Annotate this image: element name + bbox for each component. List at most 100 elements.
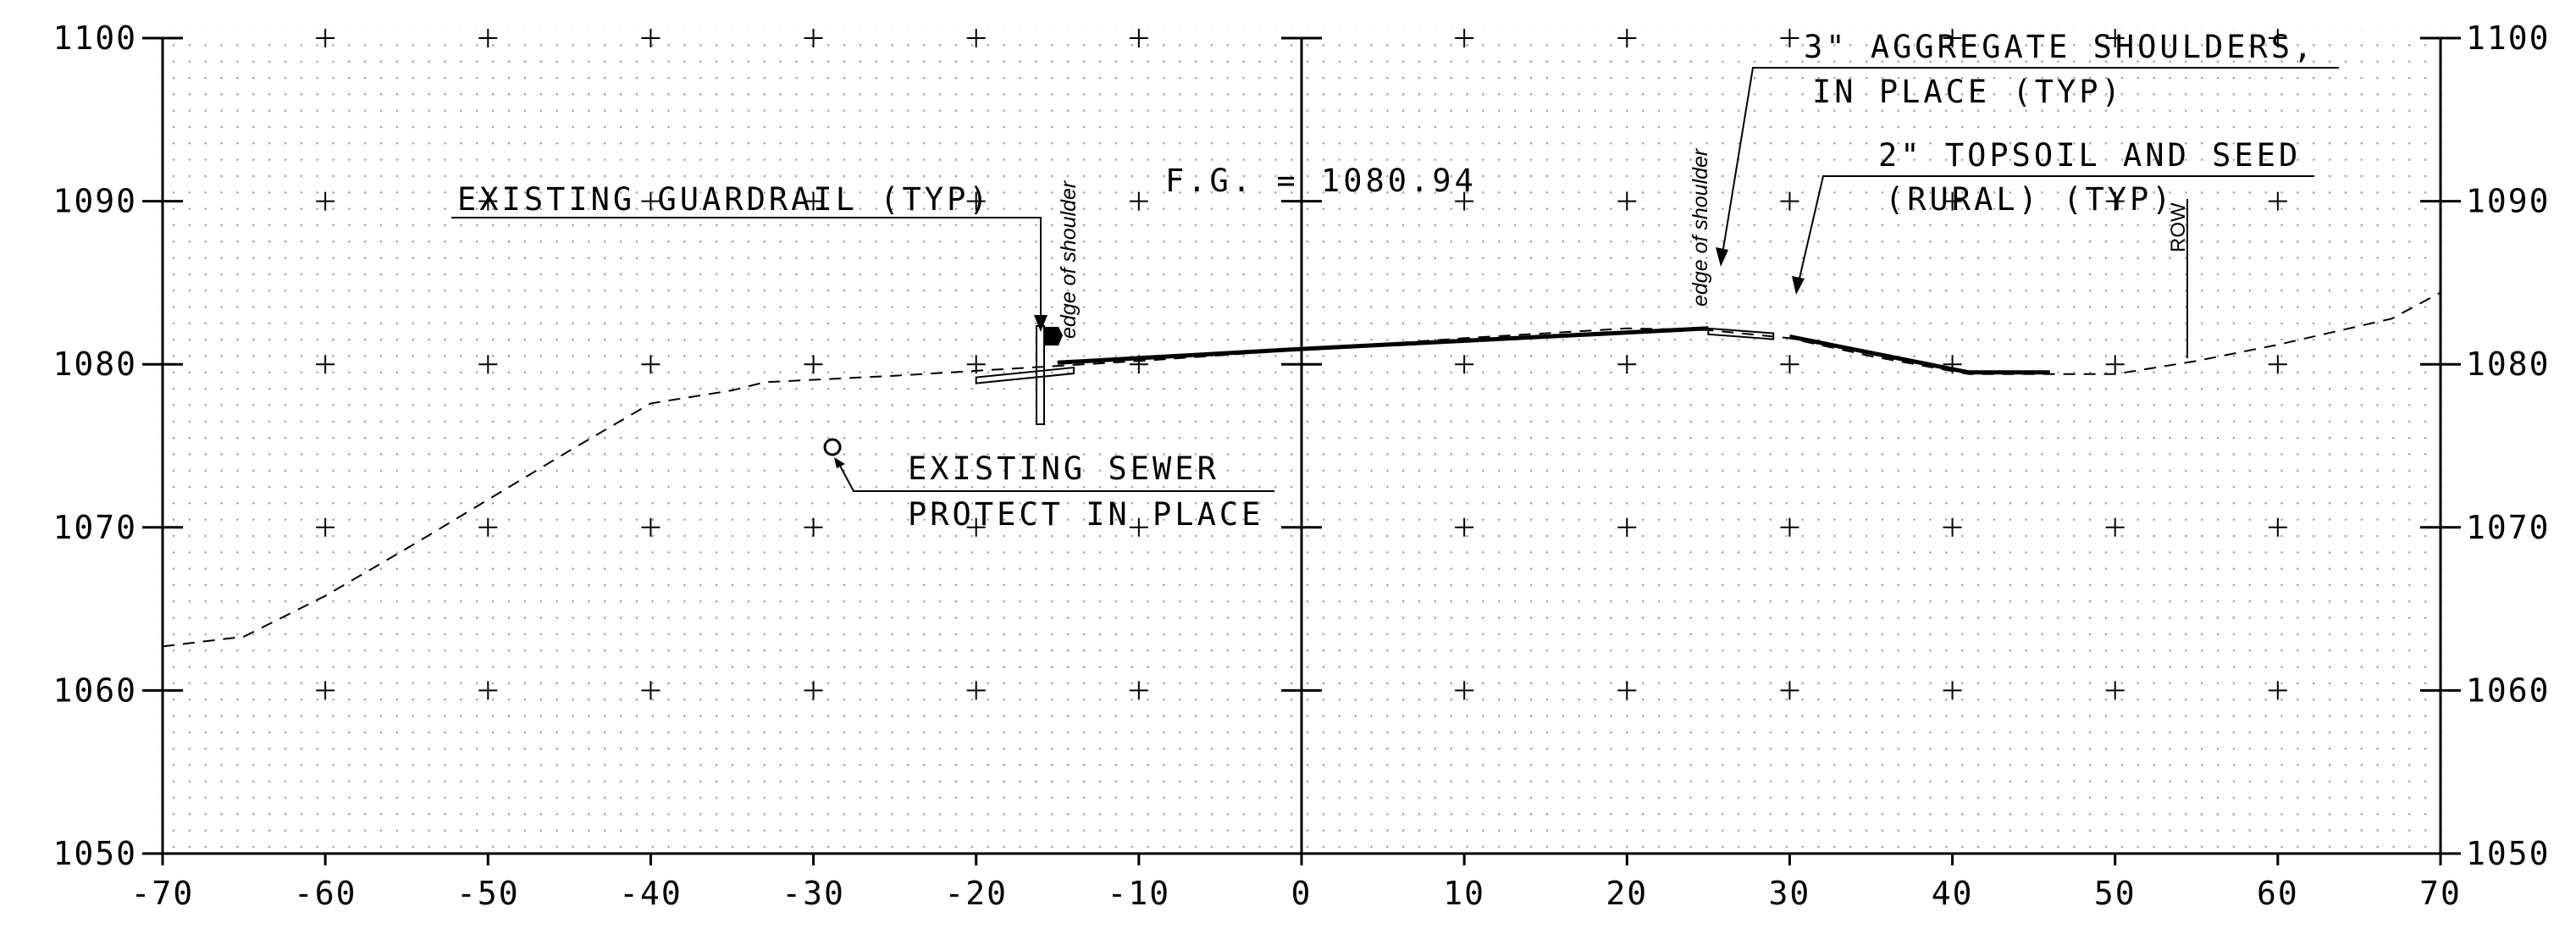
grid-cross — [2268, 191, 2287, 211]
grid-cross — [2105, 517, 2125, 537]
x-tick-label: 10 — [1443, 875, 1485, 912]
y-tick-label-left: 1050 — [53, 835, 137, 872]
sewer-arrowhead — [834, 457, 845, 468]
grid-cross — [1617, 29, 1637, 47]
grid-cross — [1129, 517, 1148, 537]
grid-cross — [1943, 191, 1962, 211]
grid-cross — [1129, 29, 1148, 47]
y-tick-label-right: 1060 — [2466, 671, 2551, 709]
y-tick-label-right: 1080 — [2466, 345, 2551, 383]
guardrail-arrowhead — [1034, 315, 1048, 332]
y-tick-label-left: 1080 — [53, 345, 137, 383]
grid-cross — [966, 681, 986, 700]
grid-cross — [316, 191, 335, 211]
x-tick-label: -50 — [456, 875, 520, 912]
grid-cross — [478, 191, 498, 211]
sewer-leader — [839, 465, 1274, 492]
grid-cross — [966, 517, 986, 537]
y-tick-label-left: 1060 — [53, 671, 137, 709]
x-tick-label: 60 — [2257, 875, 2299, 912]
x-tick-labels: -70 -60 -50 -40 -30 -20 -10 0 10 20 30 40 50 60 70 — [131, 875, 2462, 912]
grid-cross — [1780, 355, 1799, 374]
grid-cross — [641, 355, 661, 374]
grid-cross — [804, 517, 823, 537]
leader-arrowheads — [834, 247, 1805, 468]
grid-cross — [2268, 355, 2287, 374]
y-tick-label-left: 1070 — [53, 509, 137, 546]
shoulder-right — [1707, 327, 1775, 340]
x-tick-label: 20 — [1606, 875, 1648, 912]
grid-cross — [478, 29, 498, 47]
topsoil-arrowhead — [1792, 276, 1805, 295]
leader-lines — [451, 67, 2339, 492]
grid-cross — [641, 29, 661, 47]
edge-of-shoulder-left-label: edge of shoulder — [1057, 180, 1081, 339]
grid-cross — [2268, 517, 2287, 537]
x-tick-label: -10 — [1108, 875, 1171, 912]
y-tick-labels-left: 1100 1090 1080 1070 1060 1050 — [53, 19, 137, 872]
grid-cross — [1780, 29, 1799, 47]
grid-cross — [804, 29, 823, 47]
grid-cross — [316, 355, 335, 374]
grid-cross — [966, 191, 986, 211]
topsoil-leader — [1798, 175, 2314, 283]
x-tick-label: -40 — [619, 875, 683, 912]
grid-cross — [2105, 29, 2125, 47]
grid-cross — [316, 29, 335, 47]
shoulder-left — [975, 366, 1075, 384]
grid-cross — [478, 355, 498, 374]
grid-cross — [2268, 29, 2287, 47]
y-tick-label-right: 1070 — [2466, 509, 2551, 546]
fg-elevation-label: F.G. = 1080.94 — [1165, 163, 1477, 199]
x-tick-label: -60 — [294, 875, 357, 912]
grid-cross — [1617, 355, 1637, 374]
grid-cross — [641, 681, 661, 700]
grid-cross — [1617, 517, 1637, 537]
grid-cross — [1455, 517, 1474, 537]
y-tick-label-right: 1100 — [2466, 19, 2551, 57]
aggregate-shoulders-line1: 3" AGGREGATE SHOULDERS, — [1804, 29, 2315, 65]
grid-cross — [1943, 29, 1962, 47]
grid-cross — [478, 517, 498, 537]
grid-cross — [1943, 681, 1962, 700]
x-tick-label: 30 — [1769, 875, 1811, 912]
x-tick-label: -20 — [944, 875, 1008, 912]
edge-of-shoulder-right-label: edge of shoulder — [1689, 147, 1712, 307]
sewer-label-line2: PROTECT IN PLACE — [908, 496, 1263, 533]
existing-guardrail-label: EXISTING GUARDRAIL (TYP) — [457, 181, 992, 218]
sewer-label-line1: EXISTING SEWER — [908, 450, 1219, 487]
grid-cross — [1617, 681, 1637, 700]
grid-cross — [804, 355, 823, 374]
y-tick-label-left: 1090 — [53, 183, 137, 220]
y-tick-labels-right: 1100 1090 1080 1070 1060 1050 — [2466, 19, 2551, 872]
guardrail-leader — [451, 217, 1042, 318]
grid-crosses — [316, 29, 2287, 700]
grid-cross — [641, 517, 661, 537]
y-tick-label-right: 1090 — [2466, 183, 2551, 220]
grid-cross — [804, 681, 823, 700]
sewer-pipe — [823, 438, 842, 456]
axis-lines — [142, 36, 2461, 865]
grid-cross — [2105, 681, 2125, 700]
topsoil-line1: 2" TOPSOIL AND SEED — [1878, 137, 2301, 174]
grid-cross — [316, 517, 335, 537]
x-tick-label: 50 — [2094, 875, 2137, 912]
grid-cross — [1780, 681, 1799, 700]
grid-cross — [478, 681, 498, 700]
grid-cross — [1129, 191, 1148, 211]
grid-cross — [1455, 681, 1474, 700]
grid-cross — [1455, 355, 1474, 374]
grid-cross — [966, 29, 986, 47]
x-tick-label: 70 — [2419, 875, 2462, 912]
grid-cross — [641, 191, 661, 211]
row-label: ROW — [2167, 202, 2190, 252]
aggregate-leader — [1722, 67, 2339, 255]
grid-cross — [1129, 681, 1148, 700]
grid-cross — [316, 681, 335, 700]
proposed-slope-line — [1788, 334, 2050, 375]
x-tick-label: 0 — [1291, 875, 1313, 912]
topsoil-line2: (RURAL) (TYP) — [1885, 181, 2175, 218]
y-tick-label-left: 1100 — [53, 19, 137, 57]
grid-cross — [1617, 191, 1637, 211]
y-tick-label-right: 1050 — [2466, 835, 2551, 872]
